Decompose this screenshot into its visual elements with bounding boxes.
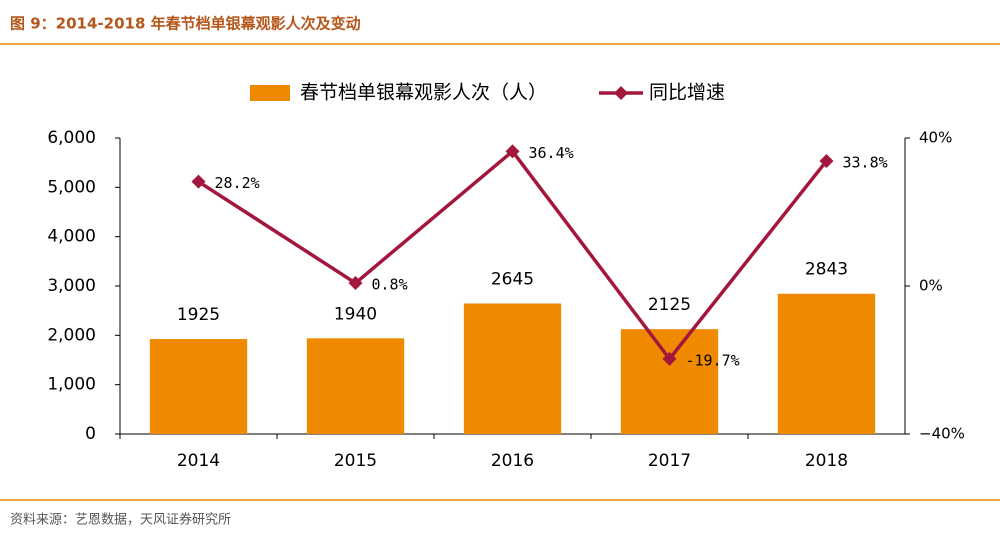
legend-marker (614, 86, 629, 100)
chart-title: 图 9：2014-2018 年春节档单银幕观影人次及变动 (10, 15, 361, 33)
line-value-label: 33.8% (843, 153, 888, 171)
line-marker (348, 276, 363, 291)
line-value-label: 0.8% (372, 276, 408, 294)
y-tick-label: 2,000 (47, 325, 96, 345)
line-value-label: 36.4% (529, 144, 574, 162)
x-tick-label: 2015 (334, 451, 377, 471)
line-value-label: 28.2% (215, 174, 260, 192)
line-marker (191, 174, 206, 189)
x-tick-label: 2014 (177, 451, 220, 471)
y-tick-label: 1,000 (47, 375, 96, 395)
y2-tick-label: −40% (919, 425, 965, 443)
bar (777, 293, 876, 434)
bar (149, 339, 248, 434)
x-tick-label: 2017 (648, 451, 691, 471)
legend-label: 同比增速 (649, 82, 725, 104)
x-tick-label: 2018 (805, 451, 848, 471)
y2-tick-label: 0% (919, 277, 943, 295)
bar-value-label: 1940 (334, 304, 377, 324)
bar-value-label: 2645 (491, 270, 534, 290)
line-marker (662, 351, 677, 366)
bar-value-label: 1925 (177, 305, 220, 325)
bar-value-label: 2843 (805, 260, 848, 280)
legend-swatch (250, 85, 290, 101)
legend-label: 春节档单银幕观影人次（人） (300, 82, 547, 104)
source-note: 资料来源：艺恩数据，天风证券研究所 (10, 512, 231, 528)
line-value-label: -19.7% (686, 351, 740, 369)
line-marker (505, 144, 520, 159)
bar (463, 303, 562, 434)
y-tick-label: 3,000 (47, 276, 96, 296)
bar-value-label: 2125 (648, 295, 691, 315)
bar (306, 338, 405, 434)
y-tick-label: 0 (85, 424, 96, 444)
y2-tick-label: 40% (919, 129, 952, 147)
y-tick-label: 4,000 (47, 227, 96, 247)
y-tick-label: 5,000 (47, 177, 96, 197)
line-marker (819, 153, 834, 168)
x-tick-label: 2016 (491, 451, 534, 471)
bar (620, 329, 719, 434)
y-tick-label: 6,000 (47, 128, 96, 148)
